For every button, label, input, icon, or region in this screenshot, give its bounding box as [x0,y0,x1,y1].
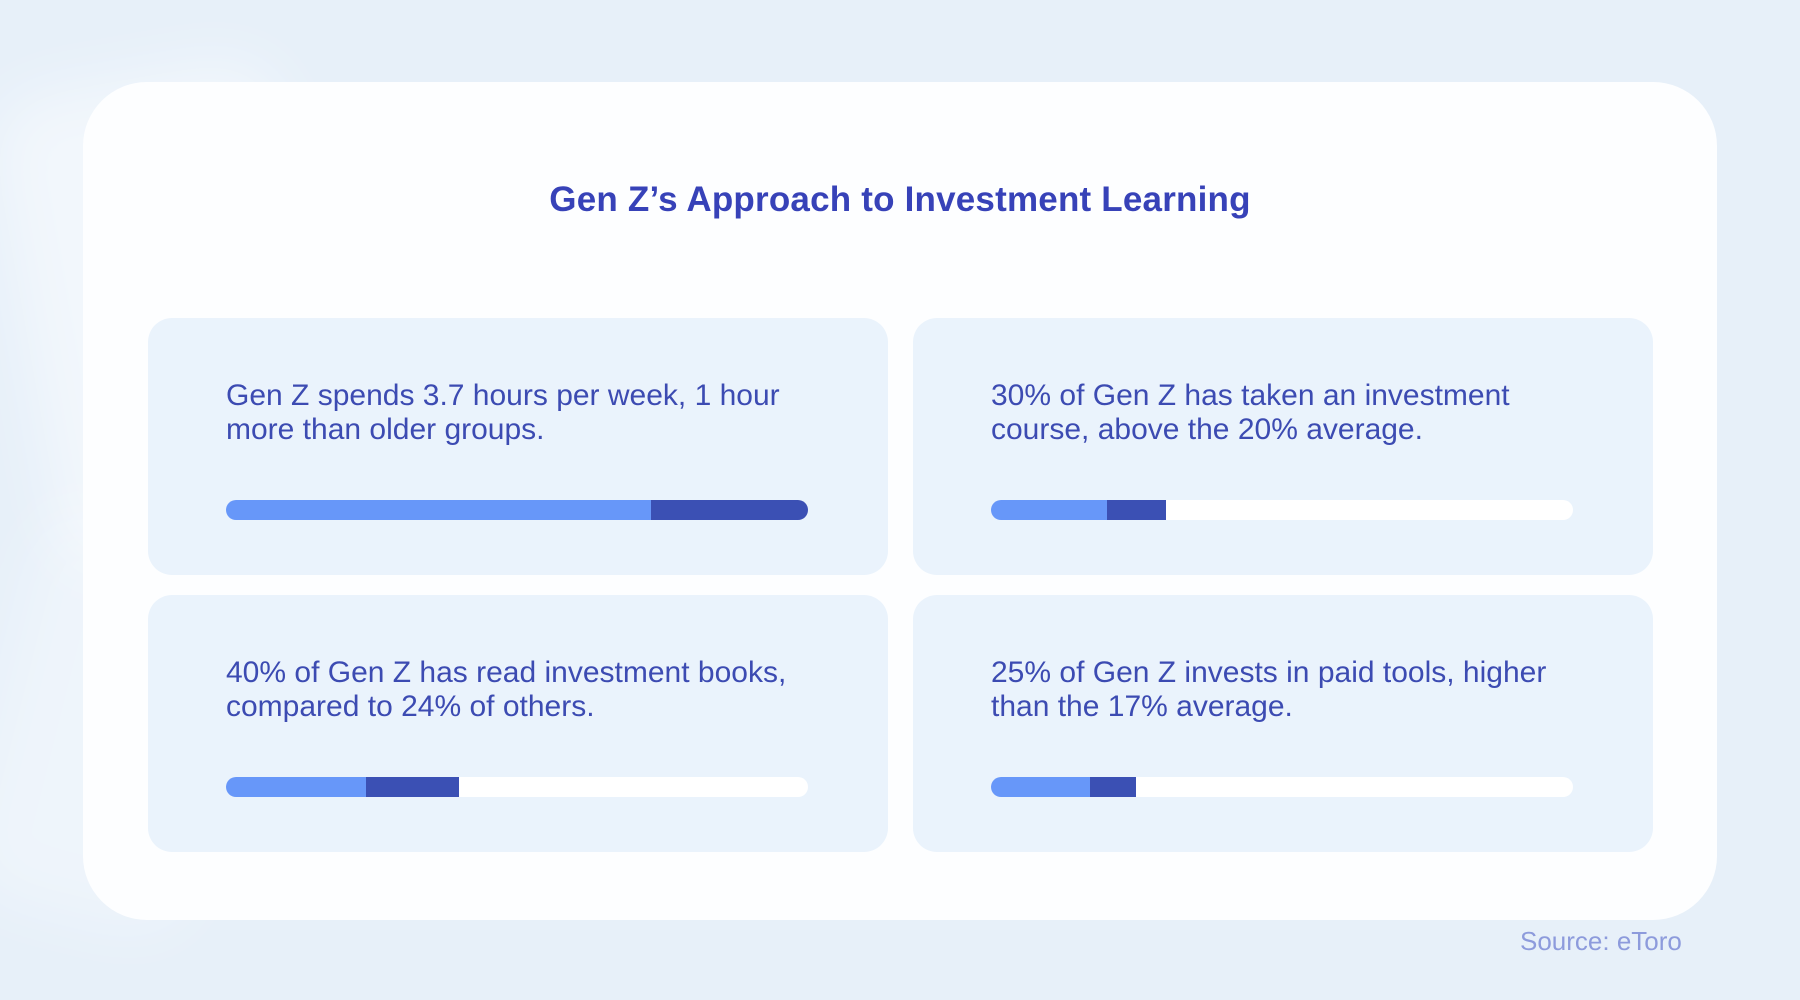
stat-text: 25% of Gen Z invests in paid tools, high… [991,656,1611,724]
stat-text-line: course, above the 20% average. [991,413,1423,446]
stat-text-line: 30% of Gen Z has taken an investment [991,379,1510,412]
stat-text: 40% of Gen Z has read investment books, … [226,656,846,724]
stat-text-line: 25% of Gen Z invests in paid tools, high… [991,656,1547,689]
progress-bar [991,500,1573,520]
progress-segment-secondary [365,777,459,797]
infographic-panel: Gen Z’s Approach to Investment Learning … [83,82,1717,920]
stats-grid: Gen Z spends 3.7 hours per week, 1 hour … [148,318,1653,852]
stat-card-hours-per-week: Gen Z spends 3.7 hours per week, 1 hour … [148,318,888,575]
stat-text: 30% of Gen Z has taken an investment cou… [991,379,1611,447]
infographic-title: Gen Z’s Approach to Investment Learning [549,180,1251,219]
progress-segment-primary [226,500,651,520]
progress-segment-secondary [1089,777,1137,797]
stat-text: Gen Z spends 3.7 hours per week, 1 hour … [226,379,846,447]
progress-segment-secondary [650,500,808,520]
stat-card-paid-tools: 25% of Gen Z invests in paid tools, high… [913,595,1653,852]
stat-text-line: than the 17% average. [991,690,1293,723]
stat-text-line: more than older groups. [226,413,545,446]
progress-bar [991,777,1573,797]
progress-segment-primary [991,500,1108,520]
stat-card-investment-books: 40% of Gen Z has read investment books, … [148,595,888,852]
stat-text-line: compared to 24% of others. [226,690,595,723]
progress-segment-secondary [1107,500,1166,520]
progress-bar [226,500,808,520]
progress-bar [226,777,808,797]
progress-segment-primary [226,777,366,797]
source-label: Source: eToro [1520,926,1682,956]
stat-text-line: 40% of Gen Z has read investment books, [226,656,787,689]
progress-segment-primary [991,777,1090,797]
stat-card-investment-course: 30% of Gen Z has taken an investment cou… [913,318,1653,575]
stat-text-line: Gen Z spends 3.7 hours per week, 1 hour [226,379,780,412]
